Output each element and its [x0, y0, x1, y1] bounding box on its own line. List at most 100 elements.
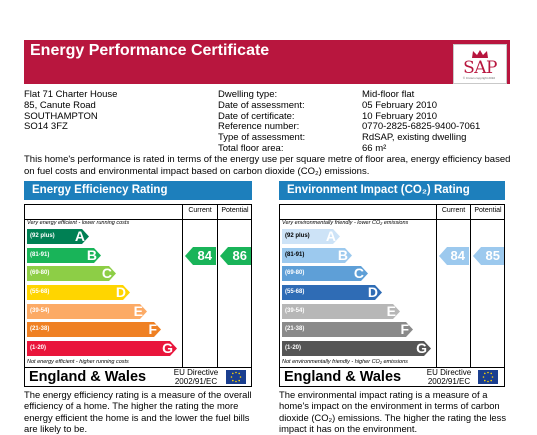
environment-potential-header: Potential	[474, 207, 502, 214]
efficiency-description: The energy efficiency rating is a measur…	[24, 389, 252, 434]
certificate-title: Energy Performance Certificate	[30, 42, 270, 59]
eu-directive-line: 2002/91/EC	[427, 376, 471, 386]
efficiency-bottom-note: Not energy efficient - higher running co…	[27, 359, 129, 365]
band-letter: F	[400, 321, 409, 337]
efficiency-panel	[24, 204, 252, 387]
band-range: (39-54)	[30, 308, 50, 314]
detail-label: Type of assessment:	[218, 132, 306, 144]
detail-label: Date of certificate:	[218, 110, 295, 122]
efficiency-potential-header: Potential	[221, 207, 249, 214]
band-range: (55-68)	[30, 289, 50, 295]
detail-label: Dwelling type:	[218, 89, 278, 100]
eu-directive-line: EU Directive	[173, 368, 219, 377]
certificate-header	[24, 40, 510, 84]
band-range: (69-80)	[30, 270, 50, 276]
band-range: (21-38)	[285, 326, 305, 332]
environment-col-divider	[436, 204, 437, 367]
environment-band-e: (39-54) E	[282, 304, 400, 319]
environment-current-value: 84	[450, 248, 465, 263]
efficiency-potential-arrow: 86	[220, 247, 251, 265]
eu-directive-line: EU Directive	[426, 368, 472, 377]
detail-label: Total floor area:	[218, 142, 284, 154]
efficiency-eu-directive: EU Directive 2002/91/EC	[171, 368, 221, 386]
environment-col-divider	[470, 204, 471, 367]
efficiency-band-a: (92 plus) A	[27, 229, 89, 244]
environment-band-g: (1-20) G	[282, 341, 431, 356]
environment-band-c: (69-80) C	[282, 266, 368, 281]
environment-description: The environmental impact rating is a mea…	[279, 389, 507, 434]
detail-label: Reference number:	[218, 121, 300, 133]
efficiency-band-c: (69-80) C	[27, 266, 116, 281]
efficiency-band-b: (81-91) B	[27, 248, 101, 263]
band-range: (69-80)	[285, 270, 305, 276]
efficiency-region-label: England & Wales	[29, 369, 147, 385]
efficiency-current-value: 84	[197, 248, 212, 263]
efficiency-band-g: (1-20) G	[27, 341, 177, 356]
band-range: (39-54)	[285, 308, 305, 314]
efficiency-potential-value: 86	[232, 248, 247, 263]
band-range: (81-91)	[285, 252, 305, 258]
environment-footer-rule	[279, 367, 505, 368]
environment-bottom-note: Not environmentally friendly - higher CO…	[282, 359, 408, 365]
band-range: (81-91)	[30, 252, 50, 258]
band-letter: F	[148, 321, 157, 337]
efficiency-panel-title: Energy Efficiency Rating	[24, 181, 252, 200]
band-letter: A	[74, 228, 85, 244]
detail-value: Mid-floor flat	[362, 89, 415, 100]
sap-logo-text: SAP	[463, 58, 497, 78]
efficiency-header-rule	[24, 219, 252, 220]
efficiency-col-divider	[217, 204, 218, 367]
detail-value: 0770-2825-6825-9400-7061	[362, 121, 481, 133]
band-letter: E	[133, 303, 143, 319]
band-letter: B	[337, 247, 348, 263]
environment-band-a: (92 plus) A	[282, 229, 340, 244]
environment-panel-title: Environment Impact (CO₂) Rating	[279, 181, 505, 200]
sap-logo-copyright: © Crown copyright 2010	[462, 76, 496, 80]
band-letter: D	[115, 284, 126, 300]
band-letter: G	[416, 340, 427, 356]
environment-region-label: England & Wales	[284, 369, 402, 385]
efficiency-current-arrow: 84	[185, 247, 216, 265]
property-address: Flat 71 Charter House 85, Canute Road SO…	[24, 89, 118, 133]
efficiency-footer-rule	[24, 367, 252, 368]
band-letter: D	[367, 284, 378, 300]
environment-header-rule	[279, 219, 505, 220]
band-letter: G	[162, 340, 173, 356]
address-line: Flat 71 Charter House	[24, 89, 118, 100]
environment-current-arrow: 84	[439, 247, 469, 265]
band-range: (1-20)	[30, 345, 47, 351]
eu-flag-icon	[226, 370, 246, 384]
environment-band-d: (55-68) D	[282, 285, 382, 300]
environment-potential-arrow: 85	[473, 247, 504, 265]
sap-logo: SAP © Crown copyright 2010	[453, 44, 507, 84]
detail-value: 10 February 2010	[362, 110, 437, 122]
address-line: SO14 3FZ	[24, 121, 68, 133]
eu-flag-icon	[478, 370, 498, 384]
band-letter: E	[386, 303, 396, 319]
efficiency-band-e: (39-54) E	[27, 304, 147, 319]
efficiency-band-d: (55-68) D	[27, 285, 130, 300]
detail-label: Date of assessment:	[218, 99, 305, 111]
band-letter: C	[101, 265, 112, 281]
intro-text: This home's performance is rated in term…	[24, 154, 511, 177]
detail-value: 66 m²	[362, 142, 387, 154]
detail-labels: Dwelling type: Date of assessment: Date …	[218, 89, 306, 155]
environment-top-note: Very environmentally friendly - lower CO…	[282, 220, 409, 226]
efficiency-current-header: Current	[188, 207, 212, 214]
environment-panel	[279, 204, 505, 387]
efficiency-col-divider	[182, 204, 183, 367]
address-line: SOUTHAMPTON	[24, 110, 98, 122]
crown-icon	[472, 50, 488, 58]
environment-band-f: (21-38) F	[282, 322, 413, 337]
address-line: 85, Canute Road	[24, 99, 96, 111]
environment-potential-value: 85	[485, 248, 500, 263]
band-range: (55-68)	[285, 289, 305, 295]
environment-eu-directive: EU Directive 2002/91/EC	[424, 368, 474, 386]
band-letter: B	[86, 247, 97, 263]
band-range: (1-20)	[285, 345, 302, 351]
detail-value: RdSAP, existing dwelling	[362, 132, 467, 144]
band-letter: A	[325, 228, 336, 244]
band-range: (92 plus)	[30, 233, 55, 239]
detail-values: Mid-floor flat 05 February 2010 10 Febru…	[362, 89, 481, 155]
band-letter: C	[353, 265, 364, 281]
